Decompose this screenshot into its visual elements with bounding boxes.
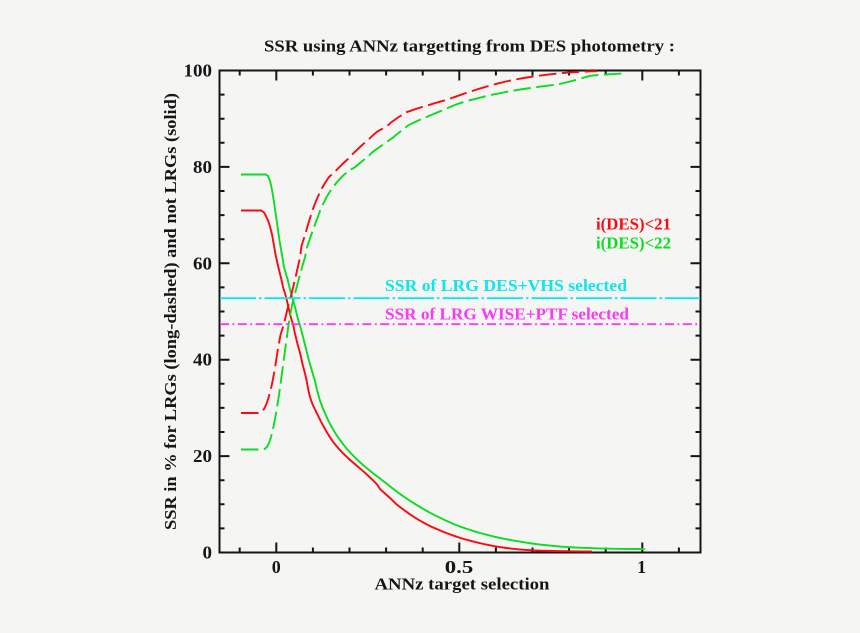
svg-text:20: 20 [193, 446, 212, 466]
svg-text:1: 1 [637, 557, 646, 577]
svg-text:0: 0 [272, 557, 281, 577]
svg-text:40: 40 [193, 350, 212, 370]
svg-text:60: 60 [193, 253, 212, 273]
svg-text:0: 0 [203, 543, 213, 563]
svg-text:80: 80 [193, 157, 212, 177]
svg-text:i(DES)<21: i(DES)<21 [596, 215, 671, 234]
svg-text:100: 100 [184, 61, 213, 81]
svg-text:SSR using ANNz targetting from: SSR using ANNz targetting from DES photo… [264, 37, 675, 56]
svg-text:0.5: 0.5 [445, 557, 474, 577]
svg-text:SSR of LRG DES+VHS selected: SSR of LRG DES+VHS selected [385, 276, 628, 295]
svg-text:ANNz target selection: ANNz target selection [375, 575, 551, 594]
svg-text:SSR of LRG WISE+PTF selected: SSR of LRG WISE+PTF selected [385, 305, 630, 324]
svg-text:SSR in % for LRGs (long-dashed: SSR in % for LRGs (long-dashed) and not … [161, 93, 180, 530]
svg-text:i(DES)<22: i(DES)<22 [596, 234, 671, 253]
